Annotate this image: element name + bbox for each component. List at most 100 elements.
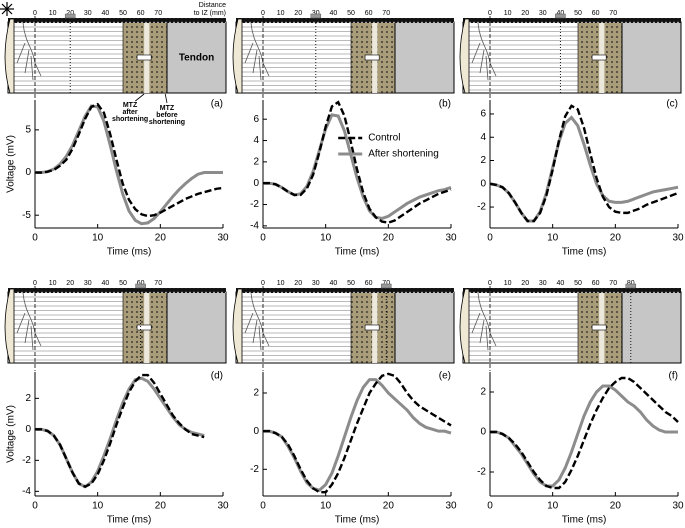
scale-tick-label: 50 [119, 10, 127, 17]
scale-tick-label: 70 [382, 280, 390, 287]
series-line [35, 373, 205, 489]
scale-tick-label: 50 [119, 280, 127, 287]
scale-tick-label: 30 [312, 10, 320, 17]
y-tick-label: 4 [480, 132, 486, 143]
mtz-arrow [364, 54, 380, 61]
axon-branches [244, 22, 270, 81]
tendon [621, 291, 682, 364]
scale-tick-label: 40 [330, 280, 338, 287]
top-band [8, 18, 226, 23]
series-line [489, 104, 679, 223]
x-tick-label: 20 [610, 233, 622, 244]
scale-tick-label: 70 [154, 280, 162, 287]
scale-tick-label: 70 [609, 280, 617, 287]
scale-tick-label: 40 [557, 280, 565, 287]
y-tick-label: -2 [477, 467, 486, 478]
scale-tick-label: 60 [592, 280, 600, 287]
x-tick-label: 30 [217, 501, 229, 512]
electrode [380, 283, 392, 289]
x-tick-label: 0 [32, 233, 38, 244]
series-line [263, 100, 452, 224]
scale-tick-label: 0 [261, 280, 265, 287]
mtz-arrow [591, 54, 607, 61]
top-band [8, 288, 226, 293]
scale-tick-label: 20 [294, 10, 302, 17]
axon-branches [244, 292, 270, 351]
tendon [166, 21, 227, 94]
scale-tick-label: 40 [557, 10, 565, 17]
x-tick-label: 0 [32, 501, 38, 512]
series-line [490, 384, 678, 488]
scale-tick-label: 10 [504, 280, 512, 287]
scale-tick-label: 20 [66, 280, 74, 287]
x-tick-label: 0 [487, 233, 493, 244]
mtz-after-label: MTZ [123, 102, 138, 109]
scale-tick-label: 50 [347, 10, 355, 17]
y-tick-label: -2 [250, 199, 259, 210]
panel-label: (b) [439, 99, 451, 110]
scale-tick-label: 70 [609, 10, 617, 17]
x-tick-label: 0 [260, 501, 266, 512]
legend-label: Control [368, 133, 400, 144]
x-tick-label: 30 [445, 233, 457, 244]
x-axis-label: Time (ms) [335, 515, 380, 526]
scale-tick-label: 30 [539, 10, 547, 17]
electrode [625, 283, 637, 289]
series-line [490, 376, 679, 490]
scale-tick-label: 60 [592, 10, 600, 17]
scale-tick-label: 0 [33, 10, 37, 17]
x-tick-label: 20 [383, 233, 395, 244]
tendon [621, 21, 682, 94]
scale-tick-label: 50 [574, 10, 582, 17]
x-axis-label: Time (ms) [562, 515, 607, 526]
tendon [166, 291, 227, 364]
scale-tick-label: 20 [294, 280, 302, 287]
scale-tick-label: 10 [277, 10, 285, 17]
x-axis-label: Time (ms) [107, 515, 152, 526]
scale-tick-label: 0 [488, 10, 492, 17]
y-tick-label: 0 [25, 424, 31, 435]
x-tick-label: 0 [487, 501, 493, 512]
x-axis-label: Time (ms) [562, 247, 607, 258]
top-band [236, 18, 454, 23]
x-tick-label: 10 [320, 501, 332, 512]
y-tick-label: 6 [480, 109, 486, 120]
x-tick-label: 30 [672, 233, 684, 244]
panel-label: (e) [439, 371, 451, 382]
scale-tick-label: 60 [137, 280, 145, 287]
y-tick-label: -4 [22, 486, 31, 497]
y-tick-label: -5 [22, 210, 31, 221]
x-axis-label: Time (ms) [107, 247, 152, 258]
x-tick-label: 10 [547, 233, 559, 244]
scale-tick-label: 0 [261, 10, 265, 17]
x-tick-label: 20 [383, 501, 395, 512]
electrode [135, 283, 146, 289]
top-band [236, 288, 454, 293]
mtz-after-label: after [122, 109, 137, 116]
series-line [263, 372, 452, 494]
y-tick-label: 2 [25, 393, 31, 404]
scale-tick-label: 10 [49, 10, 57, 17]
mtz-before-label: MTZ [160, 105, 175, 112]
x-tick-label: 30 [217, 233, 229, 244]
scale-tick-label: 0 [488, 280, 492, 287]
x-tick-label: 10 [547, 501, 559, 512]
x-tick-label: 0 [260, 233, 266, 244]
axon-branches [16, 22, 42, 81]
mtz-arrow [591, 324, 607, 331]
scale-tick-label: 40 [102, 280, 110, 287]
x-tick-label: 30 [445, 501, 457, 512]
muscle-end [4, 288, 15, 364]
scale-tick-label: 30 [84, 280, 92, 287]
axon-branches [471, 292, 497, 351]
y-tick-label: 2 [253, 157, 259, 168]
x-tick-label: 20 [155, 501, 167, 512]
electrode [310, 13, 322, 19]
y-tick-label: 0 [253, 178, 259, 189]
y-axis-label: Voltage (mV) [6, 405, 17, 463]
x-axis-label: Time (ms) [335, 247, 380, 258]
mtz-after-label: shortening [112, 116, 148, 123]
scale-tick-label: 60 [365, 10, 373, 17]
x-tick-label: 20 [610, 501, 622, 512]
scale-tick-label: 20 [521, 10, 529, 17]
